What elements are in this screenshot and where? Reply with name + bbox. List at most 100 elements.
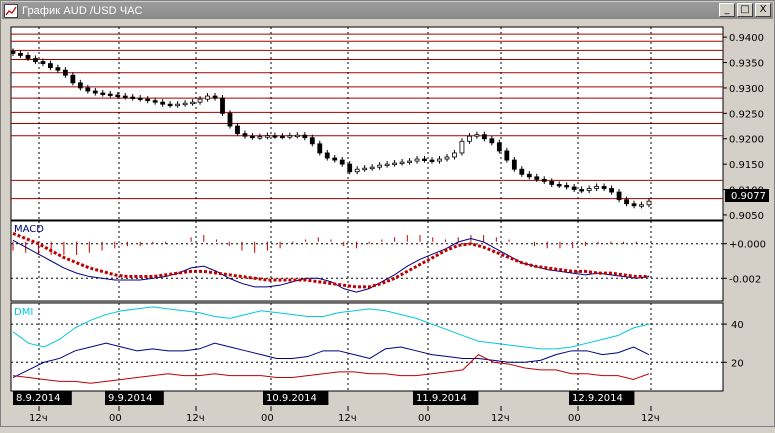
candle-body: [332, 157, 338, 161]
candle-body: [354, 168, 360, 173]
candle-body: [459, 140, 465, 154]
current-price-box: [725, 189, 769, 202]
chart-icon: [4, 3, 18, 18]
candle-body: [137, 97, 143, 101]
candle-body: [107, 93, 113, 96]
candle-body: [175, 103, 181, 107]
date-label: 9.9.2014: [108, 393, 153, 404]
date-label: 11.9.2014: [416, 393, 467, 404]
candle-body: [152, 100, 158, 103]
candle-body: [130, 96, 136, 99]
candle-body: [25, 55, 31, 59]
candle-body: [347, 163, 353, 173]
candle-body: [579, 189, 585, 192]
hour-label: 12ч: [186, 413, 205, 424]
candle-body: [40, 61, 46, 64]
candle-body: [624, 199, 629, 205]
candle-body: [369, 166, 375, 170]
candle-body: [242, 133, 248, 137]
title-bar[interactable]: График AUD /USD ЧАС _ □ X: [2, 2, 773, 19]
candle-body: [481, 134, 487, 140]
candle-body: [48, 63, 53, 69]
candle-body: [362, 167, 368, 171]
chart-svg: 0.94000.93500.93000.92500.92000.91500.91…: [10, 26, 769, 424]
candle-body: [452, 152, 457, 158]
date-label: 8.9.2014: [16, 393, 61, 404]
candle-body: [467, 135, 472, 142]
macd-line: [12, 238, 650, 293]
dmi-minus-di-line: [12, 354, 650, 384]
hour-label: 12ч: [491, 413, 510, 424]
date-label-box: [105, 391, 164, 405]
candle-body: [594, 186, 600, 189]
candle-body: [564, 185, 570, 188]
dmi-pane: [10, 302, 724, 392]
candle-body: [601, 186, 607, 189]
candle-body: [145, 98, 151, 102]
candle-body: [62, 69, 68, 76]
candle-body: [182, 102, 188, 106]
candle-body: [519, 168, 525, 175]
candle-body: [190, 101, 195, 105]
candle-body: [324, 152, 330, 159]
candle-body: [549, 180, 555, 185]
candle-body: [339, 159, 345, 165]
candle-body: [257, 136, 263, 139]
candle-body: [504, 150, 510, 161]
price-tick-label: 0.9200: [729, 135, 764, 146]
maximize-icon[interactable]: □: [737, 3, 753, 17]
price-tick-label: 0.9400: [729, 33, 764, 44]
candle-body: [437, 158, 442, 162]
dmi-adx-line: [12, 306, 650, 350]
date-label: 10.9.2014: [266, 393, 317, 404]
dmi-label: DMI: [14, 307, 33, 318]
price-tick-label: 0.9300: [729, 84, 764, 95]
hour-label: 12ч: [338, 413, 357, 424]
candle-body: [377, 164, 383, 168]
candle-body: [429, 159, 435, 162]
dmi-tick-label: 40: [731, 320, 744, 331]
macd-tick-label: +0.000: [729, 240, 766, 251]
candle-body: [85, 87, 91, 92]
candle-body: [100, 92, 106, 95]
hour-label: 00: [418, 413, 431, 424]
close-icon[interactable]: X: [755, 3, 771, 17]
candle-body: [571, 186, 577, 190]
window-title: График AUD /USD ЧАС: [22, 4, 143, 17]
hour-label: 12ч: [641, 413, 660, 424]
candle-body: [317, 143, 323, 154]
dmi-tick-label: 20: [731, 358, 744, 369]
candle-body: [639, 204, 644, 207]
candle-body: [302, 134, 308, 139]
candle-body: [279, 135, 285, 139]
candle-body: [264, 135, 270, 138]
candle-body: [541, 178, 547, 182]
candle-body: [212, 95, 218, 99]
candle-body: [197, 98, 203, 103]
candle-body: [474, 134, 480, 137]
candle-body: [646, 200, 652, 206]
candle-body: [77, 82, 83, 89]
date-label-box: [13, 391, 72, 405]
date-label-box: [413, 391, 479, 405]
candle-body: [55, 67, 61, 71]
candle-body: [122, 95, 128, 98]
candle-body: [496, 142, 502, 152]
candle-body: [489, 138, 495, 144]
candle-body: [526, 173, 532, 178]
candle-body: [294, 134, 300, 138]
candle-body: [586, 188, 592, 191]
candle-body: [399, 161, 405, 165]
candle-body: [444, 156, 450, 160]
candle-body: [384, 163, 390, 167]
minimize-icon[interactable]: _: [719, 3, 735, 17]
candle-body: [92, 90, 98, 94]
candle-body: [422, 158, 427, 161]
candle-body: [609, 188, 614, 193]
candle-body: [631, 203, 637, 207]
candle-body: [205, 95, 210, 100]
macd-pane: [10, 220, 724, 302]
candle-body: [309, 137, 315, 145]
price-tick-label: 0.9250: [729, 109, 764, 120]
